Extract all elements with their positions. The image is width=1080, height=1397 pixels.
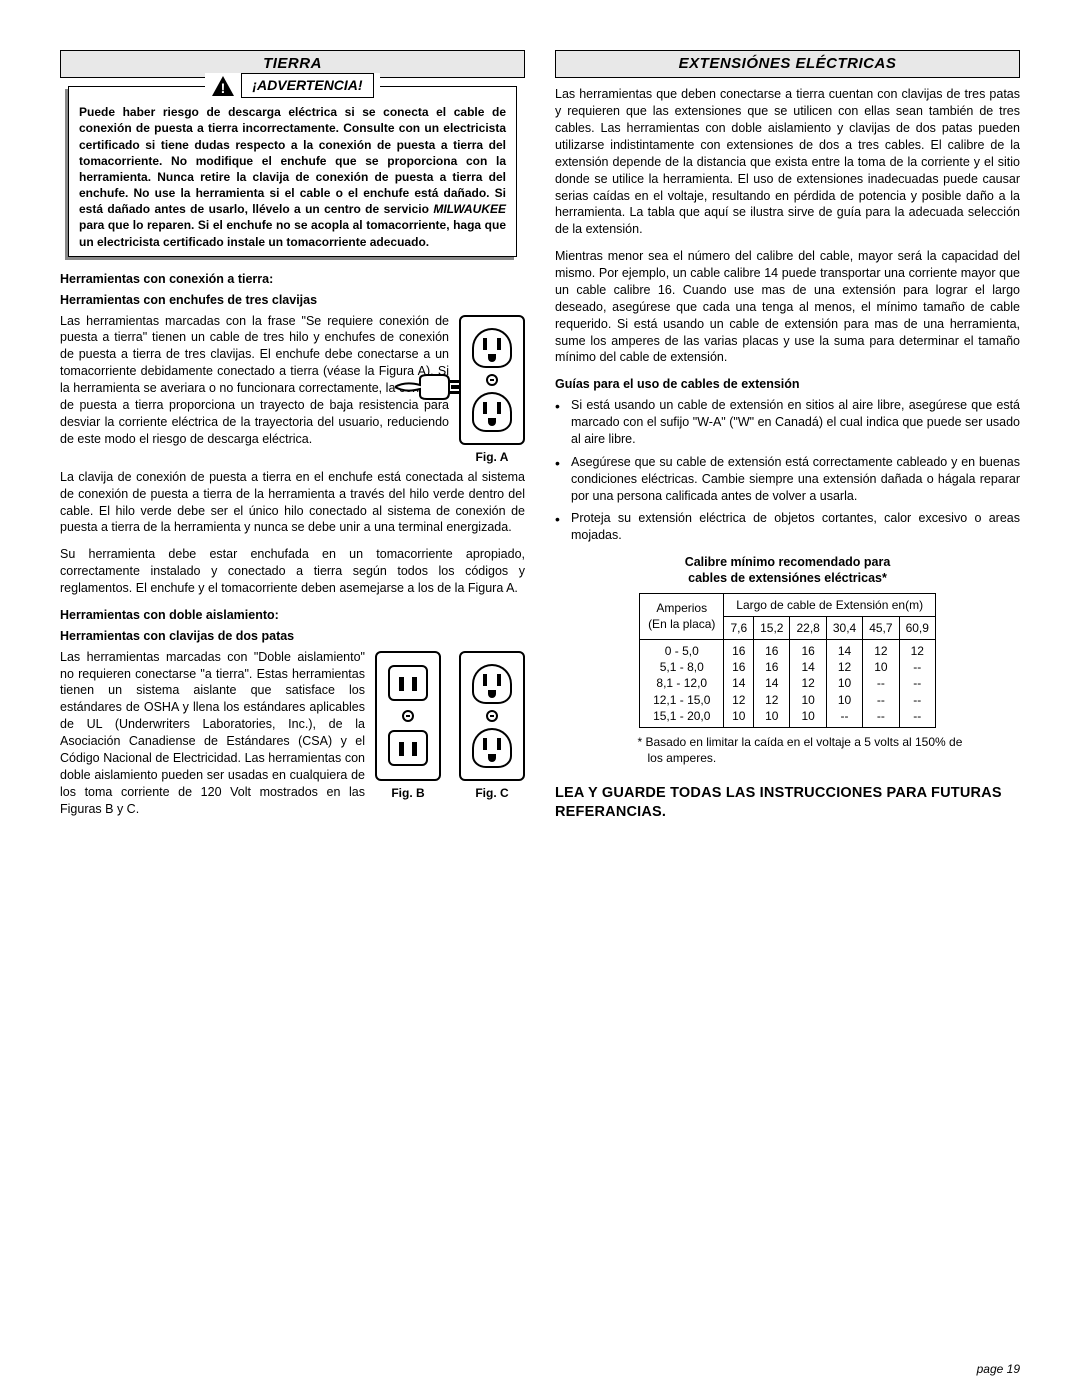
table-cell: 1210------ xyxy=(863,640,899,728)
table-cell: 1616141210 xyxy=(724,640,754,728)
figA-wrap: Fig. A xyxy=(459,315,525,465)
table-length-col: 30,4 xyxy=(826,616,862,639)
svg-text:!: ! xyxy=(221,80,226,96)
double-insul-block: Fig. B Fig. C xyxy=(60,649,525,828)
figB-col: Fig. B xyxy=(375,651,441,801)
warning-title-wrap: ! ¡ADVERTENCIA! xyxy=(205,73,379,98)
warning-pre: Puede haber riesgo de descarga eléctrica… xyxy=(79,105,506,216)
table-cell: 1614121010 xyxy=(790,640,826,728)
table-title-1: Calibre mínimo recomendado para xyxy=(685,555,891,569)
outlet-3-top-c xyxy=(472,664,512,704)
right-column: EXTENSIÓNES ELÉCTRICAS Las herramientas … xyxy=(555,50,1020,827)
plug-icon xyxy=(395,371,465,403)
warning-post: para que lo reparen. Si el enchufe no se… xyxy=(79,218,506,248)
table-length-col: 15,2 xyxy=(754,616,790,639)
table-cell: 12-------- xyxy=(899,640,935,728)
figC-col: Fig. C xyxy=(459,651,525,801)
outlet-plate-3prong-c xyxy=(459,651,525,781)
table-length-col: 45,7 xyxy=(863,616,899,639)
extensiones-header: EXTENSIÓNES ELÉCTRICAS xyxy=(555,50,1020,78)
figBC-wrap: Fig. B Fig. C xyxy=(375,651,525,801)
warning-label: ¡ADVERTENCIA! xyxy=(241,73,373,98)
page-root: TIERRA ! ¡ADVERTENCIA! Puede haber riesg… xyxy=(60,50,1020,827)
plate-screw-icon xyxy=(486,374,498,386)
warning-body: Puede haber riesgo de descarga eléctrica… xyxy=(79,104,506,250)
figA-label: Fig. A xyxy=(459,449,525,465)
r-p1: Las herramientas que deben conectarse a … xyxy=(555,86,1020,238)
grounded-block: Fig. A Las herramientas marcadas con la … xyxy=(60,313,525,469)
outlet-3-bottom xyxy=(472,392,512,432)
table-cell: 14121010-- xyxy=(826,640,862,728)
outlet-3-top xyxy=(472,328,512,368)
r-sub: Guías para el uso de cables de extensión xyxy=(555,376,1020,393)
table-length-header: Largo de cable de Extensión en(m) xyxy=(724,593,935,616)
outlet-2-bottom xyxy=(388,730,428,766)
warning-box: ! ¡ADVERTENCIA! Puede haber riesgo de de… xyxy=(68,86,517,257)
table-cell: 1616141210 xyxy=(754,640,790,728)
bullet-2: Asegúrese que su cable de extensión está… xyxy=(555,454,1020,505)
outlet-3-bottom-c xyxy=(472,728,512,768)
figC-label: Fig. C xyxy=(459,785,525,801)
bullet-1: Si está usando un cable de extensión en … xyxy=(555,397,1020,448)
r-p2: Mientras menor sea el número del calibre… xyxy=(555,248,1020,366)
table-title-2: cables de extensiónes eléctricas* xyxy=(688,571,887,585)
bullet-3: Proteja su extensión eléctrica de objeto… xyxy=(555,510,1020,544)
table-length-col: 22,8 xyxy=(790,616,826,639)
sub1a: Herramientas con conexión a tierra: xyxy=(60,271,525,288)
table-length-col: 7,6 xyxy=(724,616,754,639)
table-amps-header: Amperios(En la placa) xyxy=(640,593,724,639)
sub2b: Herramientas con clavijas de dos patas xyxy=(60,628,525,645)
sub1b: Herramientas con enchufes de tres clavij… xyxy=(60,292,525,309)
table-title: Calibre mínimo recomendado para cables d… xyxy=(555,554,1020,587)
bullet-list: Si está usando un cable de extensión en … xyxy=(555,397,1020,544)
sub2a: Herramientas con doble aislamiento: xyxy=(60,607,525,624)
table-length-col: 60,9 xyxy=(899,616,935,639)
plate-screw-icon xyxy=(402,710,414,722)
plate-screw-icon xyxy=(486,710,498,722)
table-footnote: * Basado en limitar la caída en el volta… xyxy=(608,734,968,766)
warning-icon: ! xyxy=(211,75,235,97)
gauge-table: Amperios(En la placa)Largo de cable de E… xyxy=(639,593,936,728)
figB-label: Fig. B xyxy=(375,785,441,801)
outlet-plate-3prong xyxy=(459,315,525,445)
table-ranges: 0 - 5,05,1 - 8,08,1 - 12,012,1 - 15,015,… xyxy=(640,640,724,728)
outlet-plate-2prong xyxy=(375,651,441,781)
page-number: page 19 xyxy=(977,1361,1020,1377)
warning-brand: MILWAUKEE xyxy=(433,202,506,216)
left-column: TIERRA ! ¡ADVERTENCIA! Puede haber riesg… xyxy=(60,50,525,827)
p3: Su herramienta debe estar enchufada en u… xyxy=(60,546,525,597)
save-instructions: LEA Y GUARDE TODAS LAS INSTRUCCIONES PAR… xyxy=(555,784,1020,822)
outlet-2-top xyxy=(388,665,428,701)
p2: La clavija de conexión de puesta a tierr… xyxy=(60,469,525,537)
